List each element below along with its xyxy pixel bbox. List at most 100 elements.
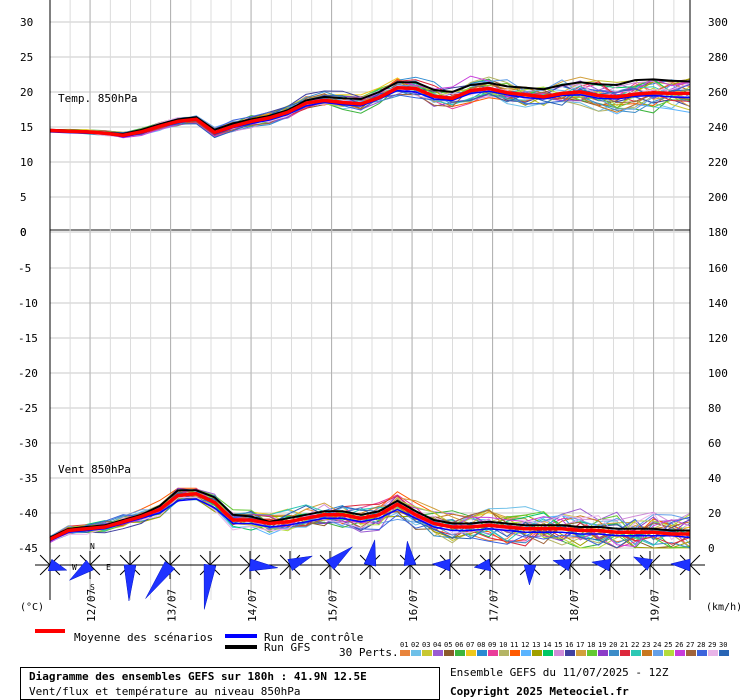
wind-right-tick: 120: [708, 332, 728, 345]
pert-id-label: 17: [576, 641, 584, 649]
pert-swatch: [708, 650, 718, 656]
run-info: Ensemble GEFS du 11/07/2025 - 12Z: [450, 666, 669, 679]
footer-title-box: Diagramme des ensembles GEFS sur 180h : …: [20, 667, 440, 700]
temp-right-tick: 280: [708, 51, 728, 64]
pert-id-label: 25: [664, 641, 672, 649]
pert-swatch: [719, 650, 729, 656]
wind-right-tick: 160: [708, 262, 728, 275]
wind-rose: [145, 551, 184, 599]
wind-rose: [591, 551, 624, 579]
pert-id-label: 02: [411, 641, 419, 649]
temp-right-tick: 240: [708, 121, 728, 134]
pert-id-label: 09: [488, 641, 496, 649]
pert-swatch: [433, 650, 443, 656]
pert-id-label: 14: [543, 641, 551, 649]
pert-swatch: [477, 650, 487, 656]
pert-swatch: [620, 650, 630, 656]
wind-left-tick: -20: [18, 367, 38, 380]
pert-03-temp-line: [49, 79, 691, 135]
wind-right-tick: 40: [708, 472, 721, 485]
x-tick-label: 17/07: [488, 589, 501, 622]
wind-right-tick: 80: [708, 402, 721, 415]
temp-right-tick: 300: [708, 16, 728, 29]
temp-left-tick: 5: [20, 191, 27, 204]
pert-swatch: [565, 650, 575, 656]
legend-mean-swatch: [35, 629, 65, 633]
right-unit: (km/h): [706, 602, 740, 613]
pert-id-label: 18: [587, 641, 595, 649]
wind-left-tick: -10: [18, 297, 38, 310]
wind-left-tick: -25: [18, 402, 38, 415]
x-tick-label: 13/07: [166, 589, 179, 622]
wind-right-tick: 100: [708, 367, 728, 380]
grid: [49, 0, 690, 600]
pert-swatch: [587, 650, 597, 656]
pert-id-label: 13: [532, 641, 540, 649]
wind-right-tick: 140: [708, 297, 728, 310]
legend-perts-label: 30 Perts.: [339, 646, 399, 659]
wind-rose: [116, 551, 144, 602]
wind-left-tick: -40: [18, 507, 38, 520]
legend-control-swatch: [225, 634, 257, 638]
wind-left-tick: -15: [18, 332, 38, 345]
pert-id-label: 28: [697, 641, 705, 649]
pert-swatch: [697, 650, 707, 656]
wind-left-tick: -45: [18, 542, 38, 555]
pert-swatch: [554, 650, 564, 656]
legend-control-label: Run de contrôle: [264, 631, 363, 644]
temp-left-tick: 10: [20, 156, 33, 169]
pert-02-temp-line: [49, 80, 691, 135]
pert-id-label: 03: [422, 641, 430, 649]
pert-id-label: 23: [642, 641, 650, 649]
pert-swatch: [675, 650, 685, 656]
wind-rose: [632, 551, 664, 579]
pert-swatch: [455, 650, 465, 656]
series-0-wind-line: [49, 492, 690, 541]
pert-swatch: [521, 650, 531, 656]
rose-label-n: N: [90, 542, 95, 551]
wind-rose: [236, 551, 278, 579]
legend-gfs-swatch: [225, 645, 257, 649]
wind-rose: [356, 539, 384, 579]
wind-rose: [69, 551, 104, 581]
pert-id-label: 24: [653, 641, 661, 649]
footer-subtitle: Vent/flux et température au niveau 850hP…: [29, 685, 301, 698]
pert-id-label: 08: [477, 641, 485, 649]
wind-rose: [196, 551, 224, 610]
wind-rose: [316, 546, 353, 579]
copyright: Copyright 2025 Meteociel.fr: [450, 685, 629, 698]
pert-id-label: 01: [400, 641, 408, 649]
pert-swatch: [499, 650, 509, 656]
wind-left-tick: -5: [18, 262, 31, 275]
pert-swatch: [532, 650, 542, 656]
pert-swatch: [642, 650, 652, 656]
legend: Moyenne des scénarios Run de contrôleRun …: [35, 629, 729, 659]
temp-left-tick: 20: [20, 86, 33, 99]
wind-right-tick: 20: [708, 507, 721, 520]
pert-id-label: 27: [686, 641, 694, 649]
wind-panel-label: Vent 850hPa: [58, 463, 131, 476]
pert-29-wind-line: [49, 496, 691, 542]
pert-swatch: [488, 650, 498, 656]
wind-rose: [36, 551, 68, 579]
pert-swatch: [631, 650, 641, 656]
series-2-temp-line: [49, 78, 691, 136]
legend-mean-label: Moyenne des scénarios: [74, 631, 213, 644]
pert-swatch: [653, 650, 663, 656]
pert-swatch: [422, 650, 432, 656]
wind-rose: [552, 551, 584, 579]
wind-right-tick: 0: [708, 542, 715, 555]
rose-label-s: S: [90, 583, 95, 592]
pert-id-label: 12: [521, 641, 529, 649]
pert-id-label: 11: [510, 641, 518, 649]
pert-swatch: [664, 650, 674, 656]
pert-swatch: [609, 650, 619, 656]
x-tick-label: 19/07: [649, 589, 662, 622]
wind-roses: N S W E: [35, 539, 705, 610]
temp-zero-tick: 0: [20, 226, 27, 239]
series-2-wind-line: [49, 489, 690, 539]
pert-swatch: [510, 650, 520, 656]
pert-swatch: [400, 650, 410, 656]
temp-left-tick: 15: [20, 121, 33, 134]
